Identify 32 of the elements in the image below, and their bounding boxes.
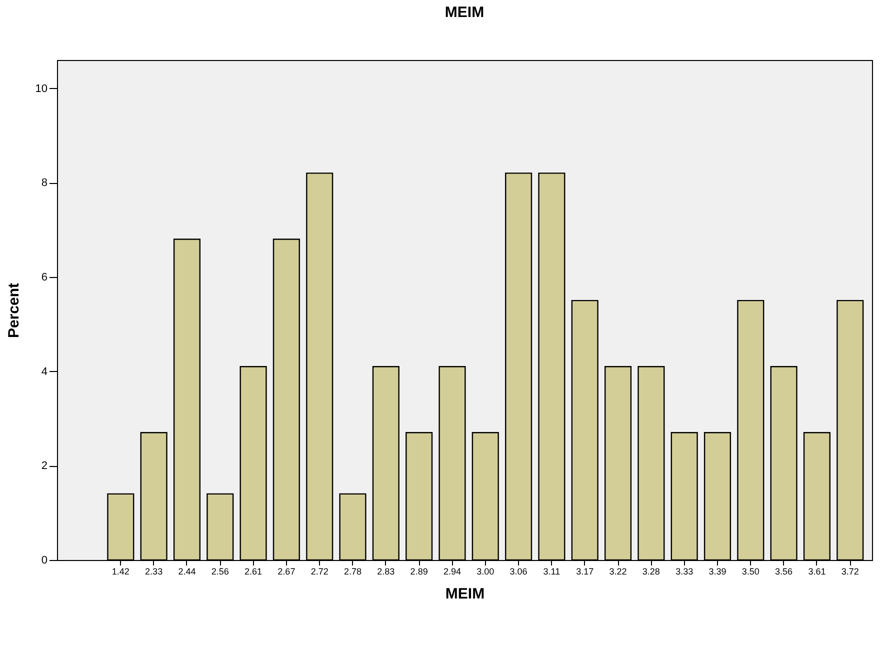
x-tick-label: 3.33 <box>676 566 694 576</box>
y-tick-label: 6 <box>41 271 48 284</box>
x-tick-label: 2.89 <box>410 566 428 576</box>
x-tick-label: 2.78 <box>344 566 362 576</box>
x-tick-label: 3.00 <box>476 566 494 576</box>
chart-title: MEIM <box>444 4 484 21</box>
y-tick-label: 2 <box>41 460 48 472</box>
x-tick-label: 2.44 <box>178 566 196 576</box>
x-tick-label: 3.28 <box>642 566 660 576</box>
x-tick-label: 3.50 <box>742 566 760 576</box>
x-tick-label: 3.06 <box>510 566 528 576</box>
x-tick-label: 2.33 <box>145 566 163 576</box>
y-tick-label: 10 <box>35 82 48 95</box>
y-axis-title: Percent <box>5 282 22 338</box>
x-tick-label: 3.11 <box>543 566 560 576</box>
x-tick-label: 3.72 <box>841 566 859 576</box>
y-tick-label: 0 <box>41 554 48 566</box>
x-tick-label: 2.56 <box>211 566 229 576</box>
y-tick-label: 4 <box>41 366 48 378</box>
x-tick-label: 3.17 <box>576 566 594 576</box>
y-tick-label: 8 <box>41 177 48 190</box>
x-tick-label: 3.61 <box>808 566 826 576</box>
x-tick-label: 2.94 <box>443 566 461 576</box>
x-tick-label: 3.56 <box>775 566 793 576</box>
x-tick-label: 3.22 <box>609 566 627 576</box>
x-tick-label: 1.42 <box>112 566 130 576</box>
x-tick-label: 2.83 <box>377 566 395 576</box>
x-tick-label: 2.72 <box>310 566 328 576</box>
x-tick-label: 3.39 <box>708 566 726 576</box>
x-tick-label: 2.67 <box>278 566 296 576</box>
x-axis-title: MEIM <box>445 586 485 602</box>
x-tick-label: 2.61 <box>244 566 262 576</box>
